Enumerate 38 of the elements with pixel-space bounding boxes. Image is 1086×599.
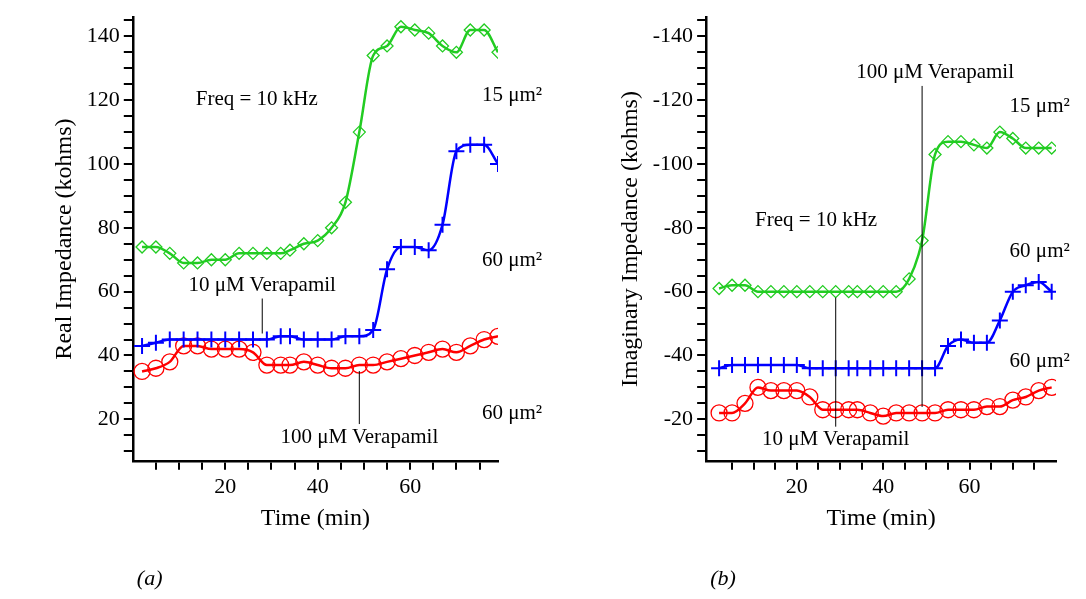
annotation: 100 μM Verapamil (280, 423, 439, 448)
y-tick-label: -140 (652, 22, 694, 48)
y-tick-label: -20 (663, 405, 694, 431)
x-tick-label: 60 (399, 472, 422, 498)
y-tick-label: -100 (652, 149, 694, 175)
y-axis-title: Real Impedance (kohms) (49, 118, 76, 360)
x-tick-label: 20 (785, 472, 808, 498)
x-axis-title: Time (min) (826, 503, 936, 530)
y-tick-label: -80 (663, 213, 694, 239)
x-tick-label: 40 (872, 472, 895, 498)
annotation: 10 μM Verapamil (762, 426, 910, 451)
y-tick-label: 40 (97, 341, 120, 367)
x-tick-label: 60 (958, 472, 981, 498)
annotation: 100 μM Verapamil (856, 59, 1015, 84)
x-tick-label: 20 (214, 472, 237, 498)
series-label: 60 μm² (1009, 238, 1070, 263)
annotation: Freq = 10 kHz (195, 85, 318, 110)
series-label: 60 μm² (481, 246, 543, 271)
y-tick-label: 60 (97, 277, 120, 303)
y-tick-label: -60 (663, 277, 694, 303)
series-label: 15 μm² (1009, 92, 1070, 117)
y-tick-label: 100 (86, 149, 120, 175)
y-tick-label: 80 (97, 213, 120, 239)
y-tick-label: -120 (652, 85, 694, 111)
text: (b) (710, 564, 736, 590)
y-tick-label: 20 (97, 405, 120, 431)
series-label: 60 μm² (1009, 347, 1070, 372)
y-axis-title: Imaginary Impedance (kohms) (615, 91, 642, 387)
x-tick-label: 40 (306, 472, 329, 498)
y-tick-label: -40 (663, 341, 694, 367)
x-axis-title: Time (min) (260, 503, 370, 530)
text: 60 μm² (481, 399, 543, 424)
y-tick-label: 140 (86, 22, 120, 48)
series-label: 15 μm² (481, 81, 543, 106)
text: (a) (136, 564, 163, 590)
annotation: Freq = 10 kHz (755, 206, 878, 231)
y-tick-label: 120 (86, 85, 120, 111)
annotation: 10 μM Verapamil (188, 272, 337, 297)
